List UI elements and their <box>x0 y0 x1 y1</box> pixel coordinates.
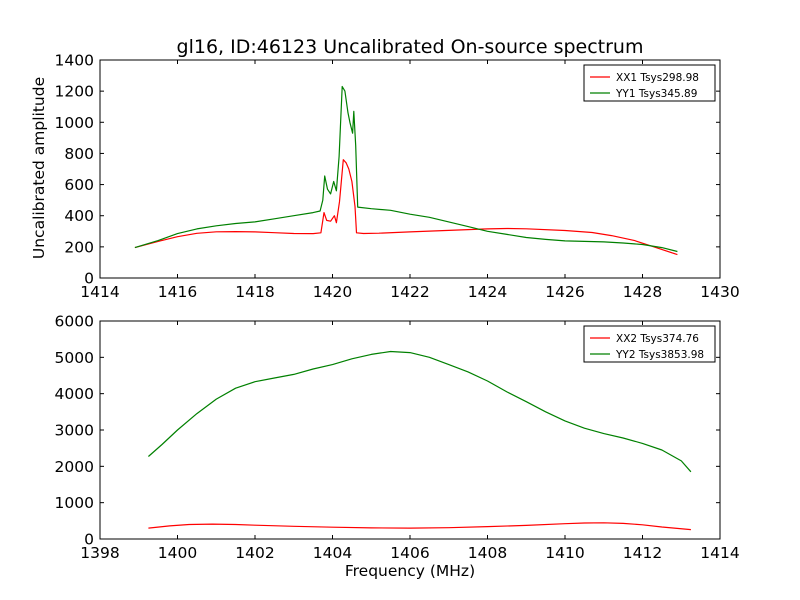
series-line-2 <box>148 350 692 473</box>
y-tick-label: 5000 <box>55 349 94 367</box>
x-tick-label: 1416 <box>158 283 197 301</box>
legend-entry: YY2 Tsys3853.98 <box>615 349 704 361</box>
x-tick-label: 1418 <box>235 283 274 301</box>
bottom-panel-plot: 1398 1400 1402 1404 1406 1408 1410 1412 1414 0 100… <box>55 313 740 563</box>
series-line-1 <box>148 522 691 531</box>
x-tick-label: 1412 <box>623 544 662 562</box>
y-tick-label: 400 <box>64 207 94 225</box>
y-tick-label: 3000 <box>55 422 94 440</box>
x-tick-label: 1400 <box>158 544 197 562</box>
y-tick-label: 1400 <box>55 52 94 70</box>
x-tick-label: 1410 <box>545 544 584 562</box>
y-tick-label: 6000 <box>55 313 94 331</box>
y-tick-label: 800 <box>64 145 94 163</box>
legend-entry: XX2 Tsys374.76 <box>616 333 699 345</box>
y-tick-label: 4000 <box>55 385 94 403</box>
x-tick-label: 1420 <box>313 283 352 301</box>
x-tick-label: 1414 <box>80 283 119 301</box>
x-tick-label: 1404 <box>313 544 352 562</box>
series-line-2 <box>134 85 678 253</box>
x-tick-label: 1406 <box>390 544 429 562</box>
y-tick-label: 2000 <box>55 458 94 476</box>
x-tick-label: 1430 <box>700 283 739 301</box>
y-tick-label: 600 <box>64 176 94 194</box>
x-tick-label: 1408 <box>468 544 507 562</box>
x-tick-label: 1414 <box>700 544 739 562</box>
y-tick-label: 1000 <box>55 114 94 132</box>
legend-entry: XX1 Tsys298.98 <box>616 72 699 84</box>
y-tick-label: 0 <box>84 270 94 288</box>
figure-title: gl16, ID:46123 Uncalibrated On-source sp… <box>177 36 644 58</box>
series-line-1 <box>134 159 678 256</box>
x-tick-label: 1424 <box>468 283 507 301</box>
y-tick-label: 1200 <box>55 83 94 101</box>
y-tick-label: 200 <box>64 238 94 256</box>
legend-entry: YY1 Tsys345.89 <box>615 88 697 100</box>
y-axis-label: Uncalibrated amplitude <box>30 77 48 259</box>
x-tick-label: 1422 <box>390 283 429 301</box>
x-tick-label: 1398 <box>80 544 119 562</box>
y-tick-label: 0 <box>84 531 94 549</box>
legend-box <box>583 64 716 102</box>
y-tick-label: 1000 <box>55 494 94 512</box>
x-tick-label: 1426 <box>545 283 584 301</box>
x-tick-label: 1402 <box>235 544 274 562</box>
x-tick-label: 1428 <box>623 283 662 301</box>
top-panel-plot: 1414 1416 1418 1420 1422 1424 1426 1428 1430 0 200… <box>55 52 740 302</box>
legend-box <box>583 325 716 363</box>
x-axis-label: Frequency (MHz) <box>345 562 475 580</box>
